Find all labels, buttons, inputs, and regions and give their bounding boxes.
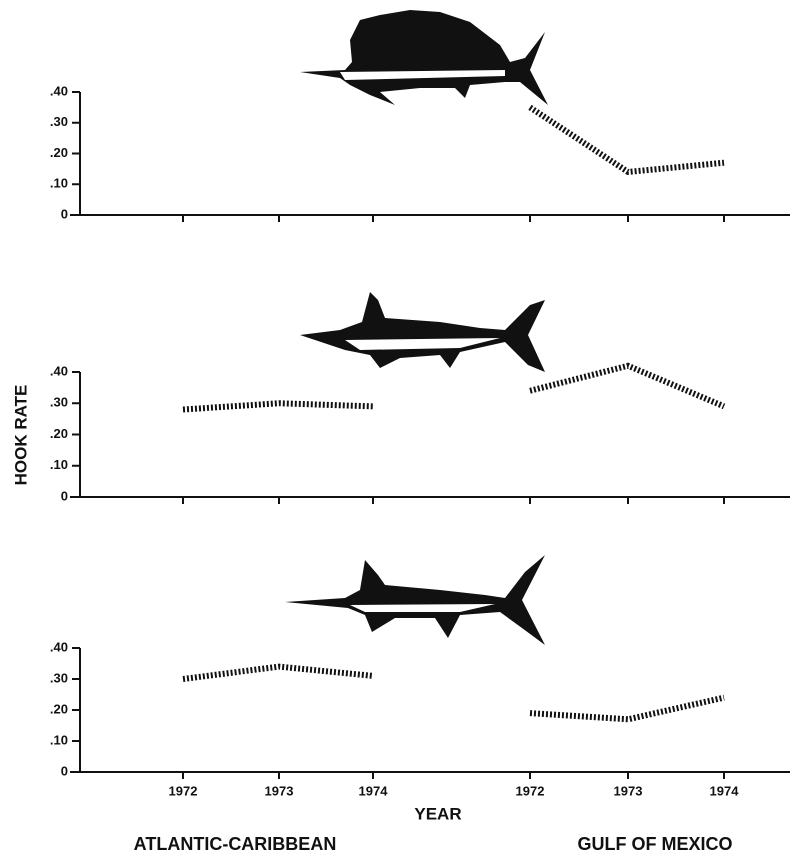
y-tick-label: .20 [50, 145, 68, 160]
y-tick-label: .30 [50, 114, 68, 129]
x-tick-label: 1972 [516, 783, 545, 798]
hook-rate-line [182, 663, 374, 682]
y-tick-label: .40 [50, 639, 68, 654]
y-tick-label: .10 [50, 457, 68, 472]
y-tick-label: .40 [50, 83, 68, 98]
y-tick-label: .10 [50, 176, 68, 191]
y-tick-label: .10 [50, 732, 68, 747]
x-tick-label: 1972 [169, 783, 198, 798]
x-tick-label: 1973 [265, 783, 294, 798]
y-tick-label: .30 [50, 395, 68, 410]
blue-marlin [300, 292, 545, 372]
sailfish [300, 10, 548, 105]
x-tick-label: 1974 [359, 783, 389, 798]
x-axis-label: YEAR [414, 804, 461, 823]
y-tick-label: .20 [50, 426, 68, 441]
y-tick-label: .30 [50, 670, 68, 685]
region-label: ATLANTIC-CARIBBEAN [134, 834, 337, 854]
y-tick-label: 0 [61, 206, 68, 221]
y-axis-label: HOOK RATE [11, 385, 30, 486]
x-tick-label: 1974 [710, 783, 740, 798]
y-tick-label: .20 [50, 701, 68, 716]
x-tick-label: 1973 [614, 783, 643, 798]
white-marlin [285, 555, 545, 645]
hook-rate-line [528, 104, 725, 176]
hook-rate-line [182, 400, 374, 413]
y-tick-label: 0 [61, 763, 68, 778]
y-tick-label: .40 [50, 363, 68, 378]
hook-rate-line [529, 362, 726, 410]
sailfish-body-light [340, 70, 505, 80]
fish-illustrations [285, 10, 548, 645]
hook-rate-line [529, 694, 725, 723]
white-marlin-belly [350, 604, 495, 612]
region-label: GULF OF MEXICO [578, 834, 733, 854]
marlin-belly [345, 338, 500, 350]
y-tick-label: 0 [61, 488, 68, 503]
